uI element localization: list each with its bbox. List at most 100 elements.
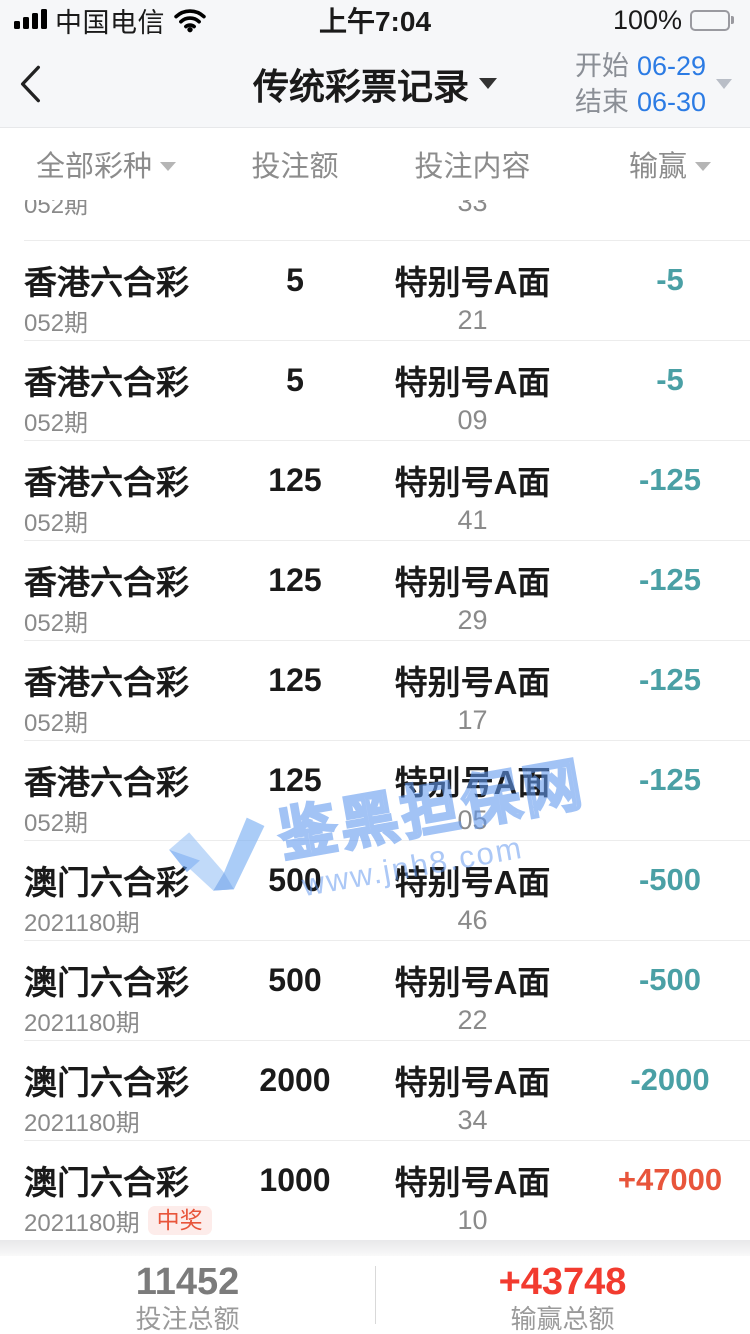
bet-amount: 5 bbox=[286, 261, 304, 298]
table-row[interactable]: 澳门六合彩 2021180期 500 特别号A面 22 -500 bbox=[0, 940, 750, 1040]
bet-content: 特别号A面 bbox=[394, 1064, 551, 1101]
row-divider bbox=[24, 640, 750, 641]
back-chevron-icon bbox=[20, 65, 40, 102]
bet-content: 特别号A面 bbox=[394, 764, 551, 801]
win-loss-value: -125 bbox=[638, 462, 702, 497]
table-row[interactable]: 澳门六合彩 2021180期 500 特别号A面 46 -500 bbox=[0, 840, 750, 940]
period-label: 2021180期 bbox=[24, 1009, 140, 1037]
lottery-name: 香港六合彩 bbox=[24, 364, 189, 401]
bet-amount: 125 bbox=[268, 761, 322, 798]
lottery-name: 澳门六合彩 bbox=[24, 964, 189, 1001]
bet-amount: 2000 bbox=[259, 1061, 331, 1098]
bet-content-header-label: 投注内容 bbox=[414, 151, 531, 183]
filter-win-loss-label: 输赢 bbox=[628, 151, 687, 183]
bet-record-list: 052期 33 香港六合彩 052期 5 特别号A面 bbox=[0, 200, 750, 1240]
row-divider bbox=[24, 440, 750, 441]
status-bar: 中国电信 上午7:04 100% bbox=[0, 0, 750, 40]
bet-content: 特别号A面 bbox=[394, 964, 551, 1001]
period-label: 052期 bbox=[24, 609, 89, 637]
bet-content: 特别号A面 bbox=[394, 264, 551, 301]
chevron-down-icon bbox=[160, 161, 177, 171]
row-divider bbox=[24, 840, 750, 841]
lottery-name: 澳门六合彩 bbox=[24, 1164, 189, 1201]
row-divider bbox=[24, 340, 750, 341]
chevron-down-icon bbox=[479, 78, 497, 89]
table-row[interactable]: 香港六合彩 052期 5 特别号A面 21 -5 bbox=[0, 240, 750, 340]
title-dropdown[interactable]: 传统彩票记录 bbox=[253, 58, 497, 110]
back-button[interactable] bbox=[18, 54, 68, 114]
page-title: 传统彩票记录 bbox=[0, 58, 750, 110]
filter-bar: 全部彩种 投注额 投注内容 输赢 bbox=[0, 128, 750, 200]
totals-footer: 11452 投注总额 +43748 输赢总额 bbox=[0, 1256, 750, 1334]
partial-list-item[interactable]: 052期 33 bbox=[0, 200, 750, 240]
filter-win-loss[interactable]: 输赢 bbox=[590, 143, 750, 185]
bet-amount: 125 bbox=[268, 461, 322, 498]
table-row[interactable]: 香港六合彩 052期 5 特别号A面 09 -5 bbox=[0, 340, 750, 440]
filter-lottery-type[interactable]: 全部彩种 bbox=[0, 143, 235, 185]
lottery-name: 香港六合彩 bbox=[24, 764, 189, 801]
lottery-name: 香港六合彩 bbox=[24, 464, 189, 501]
row-divider bbox=[24, 740, 750, 741]
bet-content: 特别号A面 bbox=[394, 564, 551, 601]
bet-content: 特别号A面 bbox=[394, 864, 551, 901]
bet-amount: 5 bbox=[286, 361, 304, 398]
period-label: 052期 bbox=[24, 709, 89, 737]
battery-icon bbox=[690, 9, 736, 32]
bet-number: 34 bbox=[457, 1104, 488, 1135]
table-row[interactable]: 香港六合彩 052期 125 特别号A面 41 -125 bbox=[0, 440, 750, 540]
clock: 上午7:04 bbox=[318, 6, 432, 37]
bet-number: 46 bbox=[457, 904, 488, 935]
bet-number: 22 bbox=[457, 1004, 488, 1035]
total-bet-value: 11452 bbox=[135, 1261, 240, 1303]
lottery-name: 澳门六合彩 bbox=[24, 864, 189, 901]
bet-amount: 125 bbox=[268, 661, 322, 698]
win-loss-value: +47000 bbox=[617, 1162, 723, 1197]
carrier-label: 中国电信 bbox=[55, 7, 165, 38]
row-divider bbox=[24, 940, 750, 941]
total-win-value: +43748 bbox=[498, 1261, 627, 1303]
win-loss-value: -125 bbox=[638, 762, 702, 797]
table-row[interactable]: 澳门六合彩 2021180期 中奖 1000 特别号A面 10 +47000 bbox=[0, 1140, 750, 1240]
total-bet-block: 11452 投注总额 bbox=[0, 1256, 375, 1334]
cellular-signal-icon bbox=[14, 9, 47, 31]
bet-amount: 125 bbox=[268, 561, 322, 598]
date-range-picker[interactable]: 开始 06-29 结束 06-30 bbox=[575, 49, 732, 119]
bet-number: 17 bbox=[457, 704, 488, 735]
bet-number: 41 bbox=[457, 504, 488, 535]
win-loss-value: -500 bbox=[638, 862, 702, 897]
battery-percent: 100% bbox=[612, 4, 682, 35]
win-loss-value: -5 bbox=[656, 362, 684, 397]
table-row[interactable]: 澳门六合彩 2021180期 2000 特别号A面 34 -2000 bbox=[0, 1040, 750, 1140]
bet-number: 09 bbox=[457, 404, 488, 435]
row-divider bbox=[24, 540, 750, 541]
chevron-down-icon bbox=[695, 161, 711, 171]
period-label: 052期 bbox=[24, 809, 89, 837]
bet-number: 05 bbox=[457, 804, 488, 835]
bet-amount: 1000 bbox=[259, 1161, 331, 1198]
top-chrome: 中国电信 上午7:04 100% bbox=[0, 0, 750, 128]
lottery-name: 香港六合彩 bbox=[24, 564, 189, 601]
period-label: 2021180期 bbox=[24, 909, 140, 937]
table-row[interactable]: 香港六合彩 052期 125 特别号A面 17 -125 bbox=[0, 640, 750, 740]
row-divider bbox=[24, 1040, 750, 1041]
column-header-bet-amount: 投注额 bbox=[235, 143, 355, 185]
win-loss-value: -500 bbox=[638, 962, 702, 997]
nav-bar: 传统彩票记录 开始 06-29 结束 06-30 bbox=[0, 40, 750, 127]
bet-number: 10 bbox=[457, 1204, 488, 1235]
period-label: 2021180期 bbox=[24, 1209, 140, 1237]
bet-amount-header-label: 投注额 bbox=[251, 151, 339, 183]
page-title-text: 传统彩票记录 bbox=[252, 65, 469, 107]
start-date-value[interactable]: 06-29 bbox=[636, 50, 706, 81]
total-bet-label: 投注总额 bbox=[135, 1304, 240, 1334]
bet-number: 29 bbox=[457, 604, 488, 635]
filter-lottery-type-label: 全部彩种 bbox=[36, 151, 153, 183]
bet-number: 21 bbox=[457, 304, 488, 335]
period-label: 052期 bbox=[24, 309, 89, 337]
bet-amount: 500 bbox=[268, 961, 322, 998]
table-row[interactable]: 香港六合彩 052期 125 特别号A面 05 -125 bbox=[0, 740, 750, 840]
table-row[interactable]: 香港六合彩 052期 125 特别号A面 29 -125 bbox=[0, 540, 750, 640]
bet-content: 特别号A面 bbox=[394, 1164, 551, 1201]
end-date-value[interactable]: 06-30 bbox=[636, 86, 706, 117]
period-label: 2021180期 bbox=[24, 1109, 140, 1137]
